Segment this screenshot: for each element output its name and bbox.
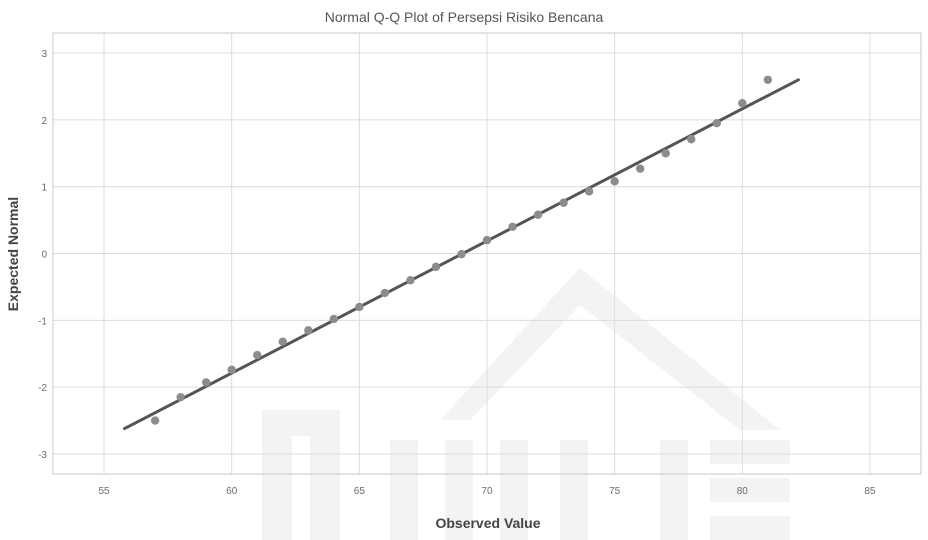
data-point bbox=[482, 235, 492, 245]
data-point bbox=[559, 198, 568, 207]
x-tick-label: 60 bbox=[226, 486, 238, 497]
plot-frame bbox=[52, 32, 922, 475]
data-point bbox=[355, 302, 364, 312]
data-layer bbox=[122, 75, 800, 431]
x-tick-label: 80 bbox=[737, 486, 749, 497]
data-point bbox=[278, 337, 287, 346]
watermark bbox=[262, 268, 790, 540]
data-point bbox=[457, 249, 466, 259]
data-point bbox=[533, 210, 543, 219]
y-tick-label: -3 bbox=[38, 450, 47, 461]
x-tick-label: 55 bbox=[98, 486, 110, 497]
data-point bbox=[201, 378, 211, 387]
x-axis-label: Observed Value bbox=[435, 515, 540, 531]
x-tick-label: 85 bbox=[864, 486, 876, 497]
x-tick-label: 65 bbox=[354, 486, 366, 497]
data-point bbox=[304, 326, 313, 335]
data-point bbox=[738, 98, 747, 108]
data-point bbox=[176, 392, 185, 402]
data-point bbox=[508, 222, 517, 231]
y-tick-label: 3 bbox=[41, 49, 47, 60]
data-point bbox=[763, 75, 773, 84]
y-tick-label: 1 bbox=[41, 183, 47, 194]
x-tick-label: 75 bbox=[609, 486, 621, 497]
data-point bbox=[712, 119, 721, 128]
data-point bbox=[687, 135, 696, 144]
tick-labels: 55 60 65 70 75 80 85 -3 -2 -1 0 1 2 3 bbox=[38, 49, 876, 497]
data-point bbox=[227, 365, 236, 374]
data-point bbox=[253, 350, 262, 360]
data-point bbox=[431, 262, 441, 272]
data-point bbox=[380, 288, 390, 298]
grid-lines bbox=[53, 33, 921, 474]
y-tick-label: 2 bbox=[41, 116, 47, 127]
data-point bbox=[150, 416, 160, 425]
data-point bbox=[635, 164, 645, 173]
x-tick-label: 70 bbox=[481, 486, 493, 497]
y-axis-label: Expected Normal bbox=[5, 197, 21, 311]
chart-title: Normal Q-Q Plot of Persepsi Risiko Benca… bbox=[325, 9, 604, 25]
y-tick-label: -1 bbox=[38, 316, 47, 327]
data-point bbox=[584, 187, 594, 196]
y-tick-label: 0 bbox=[41, 250, 47, 261]
y-tick-label: -2 bbox=[38, 383, 47, 394]
data-point bbox=[329, 314, 339, 324]
data-point bbox=[610, 177, 619, 186]
data-point bbox=[406, 276, 415, 285]
data-point bbox=[661, 149, 670, 158]
